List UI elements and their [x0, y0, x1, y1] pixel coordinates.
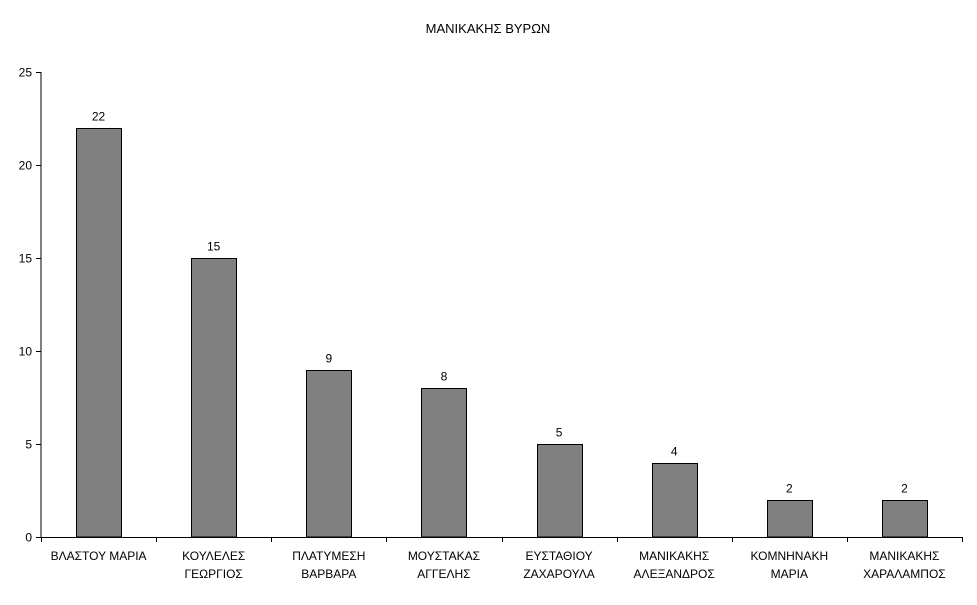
category-labels: ΒΛΑΣΤΟΥ ΜΑΡΙΑ ΚΟΥΛΕΛΕΣ ΓΕΩΡΓΙΟΣ ΠΛΑΤΥΜΕΣΗ ΒΑ…	[51, 549, 946, 581]
y-tick-label: 20	[19, 159, 33, 173]
bar	[421, 388, 467, 538]
data-label: 8	[441, 370, 448, 384]
y-tick-label: 5	[25, 438, 32, 452]
bar	[306, 370, 352, 538]
category-label-line: ΜΑΡΙΑ	[771, 567, 808, 581]
bars	[76, 128, 928, 538]
bar	[767, 500, 813, 538]
data-label: 9	[325, 352, 332, 366]
data-label: 22	[92, 110, 106, 124]
category-label-line: ΧΑΡΑΛΑΜΠΟΣ	[863, 567, 946, 581]
x-axis	[41, 537, 963, 542]
category-label-line: ΓΕΩΡΓΙΟΣ	[185, 567, 243, 581]
category-label: ΕΥΣΤΑΘΙΟΥ ΖΑΧΑΡΟΥΛΑ	[523, 549, 594, 581]
category-label: ΜΑΝΙΚΑΚΗΣ ΧΑΡΑΛΑΜΠΟΣ	[863, 549, 946, 581]
category-label: ΜΑΝΙΚΑΚΗΣ ΑΛΕΞΑΝΔΡΟΣ	[634, 549, 715, 581]
category-label-line: ΑΛΕΞΑΝΔΡΟΣ	[634, 567, 715, 581]
bar	[882, 500, 928, 538]
y-tick-label: 0	[25, 531, 32, 545]
chart-title: ΜΑΝΙΚΑΚΗΣ ΒΥΡΩΝ	[426, 21, 551, 36]
category-label: ΠΛΑΤΥΜΕΣΗ ΒΑΡΒΑΡΑ	[292, 549, 365, 581]
data-label: 15	[207, 240, 221, 254]
category-label-line: ΚΟΜΝΗΝΑΚΗ	[750, 549, 828, 563]
bar	[191, 258, 237, 538]
data-label: 4	[671, 445, 678, 459]
bar	[76, 128, 122, 538]
category-label-line: ΠΛΑΤΥΜΕΣΗ	[292, 549, 365, 563]
category-label: ΚΟΜΝΗΝΑΚΗ ΜΑΡΙΑ	[750, 549, 828, 581]
category-label-line: ΑΓΓΕΛΗΣ	[417, 567, 470, 581]
category-label-line: ΜΟΥΣΤΑΚΑΣ	[408, 549, 480, 563]
y-axis: 0 5 10 15 20 25	[19, 66, 42, 545]
data-label: 2	[901, 482, 908, 496]
category-label: ΚΟΥΛΕΛΕΣ ΓΕΩΡΓΙΟΣ	[182, 549, 245, 581]
data-label: 2	[786, 482, 793, 496]
category-label-line: ΒΛΑΣΤΟΥ ΜΑΡΙΑ	[51, 549, 147, 563]
category-label: ΒΛΑΣΤΟΥ ΜΑΡΙΑ	[51, 549, 147, 563]
y-tick-label: 15	[19, 252, 33, 266]
category-label-line: ΒΑΡΒΑΡΑ	[301, 567, 356, 581]
bar	[537, 444, 583, 538]
category-label-line: ΕΥΣΤΑΘΙΟΥ	[525, 549, 592, 563]
category-label: ΜΟΥΣΤΑΚΑΣ ΑΓΓΕΛΗΣ	[408, 549, 480, 581]
category-label-line: ΖΑΧΑΡΟΥΛΑ	[523, 567, 594, 581]
y-tick-label: 10	[19, 345, 33, 359]
category-label-line: ΚΟΥΛΕΛΕΣ	[182, 549, 245, 563]
data-label: 5	[556, 426, 563, 440]
bar	[652, 463, 698, 538]
y-tick-label: 25	[19, 66, 33, 80]
category-label-line: ΜΑΝΙΚΑΚΗΣ	[869, 549, 939, 563]
category-label-line: ΜΑΝΙΚΑΚΗΣ	[639, 549, 709, 563]
